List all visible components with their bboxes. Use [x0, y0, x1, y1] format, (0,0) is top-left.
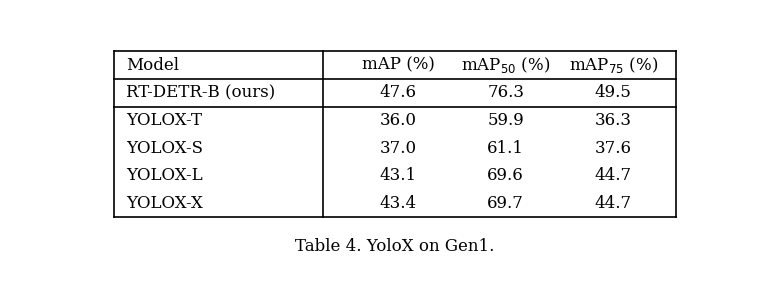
- Text: 43.4: 43.4: [379, 195, 416, 212]
- Text: 44.7: 44.7: [594, 167, 631, 184]
- Text: YOLOX-L: YOLOX-L: [126, 167, 203, 184]
- Text: 61.1: 61.1: [487, 140, 524, 157]
- Text: Table 4. YoloX on Gen1.: Table 4. YoloX on Gen1.: [295, 238, 495, 255]
- Text: 44.7: 44.7: [594, 195, 631, 212]
- Text: mAP$_{50}$ (%): mAP$_{50}$ (%): [461, 55, 550, 75]
- Text: 69.6: 69.6: [487, 167, 524, 184]
- Text: 47.6: 47.6: [379, 84, 416, 101]
- Text: RT-DETR-B (ours): RT-DETR-B (ours): [126, 84, 275, 101]
- Text: 37.0: 37.0: [379, 140, 416, 157]
- Text: 69.7: 69.7: [487, 195, 524, 212]
- Text: mAP (%): mAP (%): [362, 57, 435, 74]
- Text: 59.9: 59.9: [487, 112, 524, 129]
- Text: 37.6: 37.6: [594, 140, 631, 157]
- Text: 76.3: 76.3: [487, 84, 524, 101]
- Text: 49.5: 49.5: [594, 84, 631, 101]
- Text: 36.3: 36.3: [594, 112, 631, 129]
- Text: 43.1: 43.1: [379, 167, 416, 184]
- Text: YOLOX-X: YOLOX-X: [126, 195, 203, 212]
- Text: mAP$_{75}$ (%): mAP$_{75}$ (%): [569, 55, 658, 75]
- Text: YOLOX-S: YOLOX-S: [126, 140, 204, 157]
- Text: Model: Model: [126, 57, 179, 74]
- Text: YOLOX-T: YOLOX-T: [126, 112, 202, 129]
- Text: 36.0: 36.0: [379, 112, 416, 129]
